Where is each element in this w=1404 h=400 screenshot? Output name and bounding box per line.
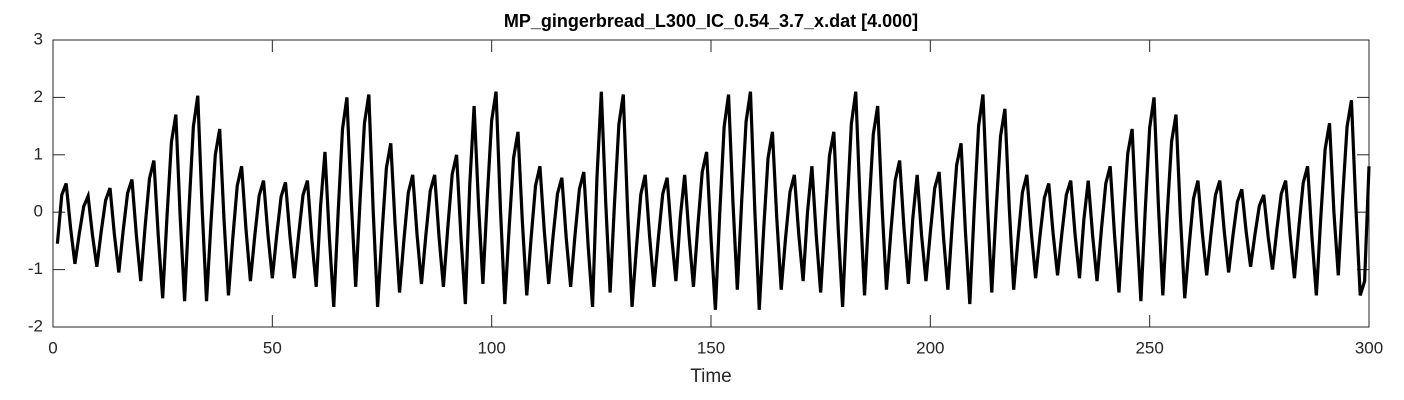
x-tick-label: 250 [1135,338,1163,357]
y-tick-label: -2 [28,316,43,335]
x-tick-label: 300 [1355,338,1383,357]
y-tick-label: 2 [34,87,43,106]
x-tick-label: 50 [263,338,282,357]
y-tick-label: 0 [34,202,43,221]
y-tick-label: -1 [28,259,43,278]
plot-frame [52,39,1370,328]
x-tick-label: 0 [48,338,57,357]
data-line [55,91,1371,310]
chart-title: MP_gingerbread_L300_IC_0.54_3.7_x.dat [4… [504,11,918,31]
y-tick-label: 1 [34,144,43,163]
x-tick-label: 100 [477,338,505,357]
x-axis-label: Time [690,366,732,387]
x-tick-label: 150 [697,338,725,357]
x-tick-label: 200 [916,338,944,357]
y-tick-label: 3 [34,29,43,48]
